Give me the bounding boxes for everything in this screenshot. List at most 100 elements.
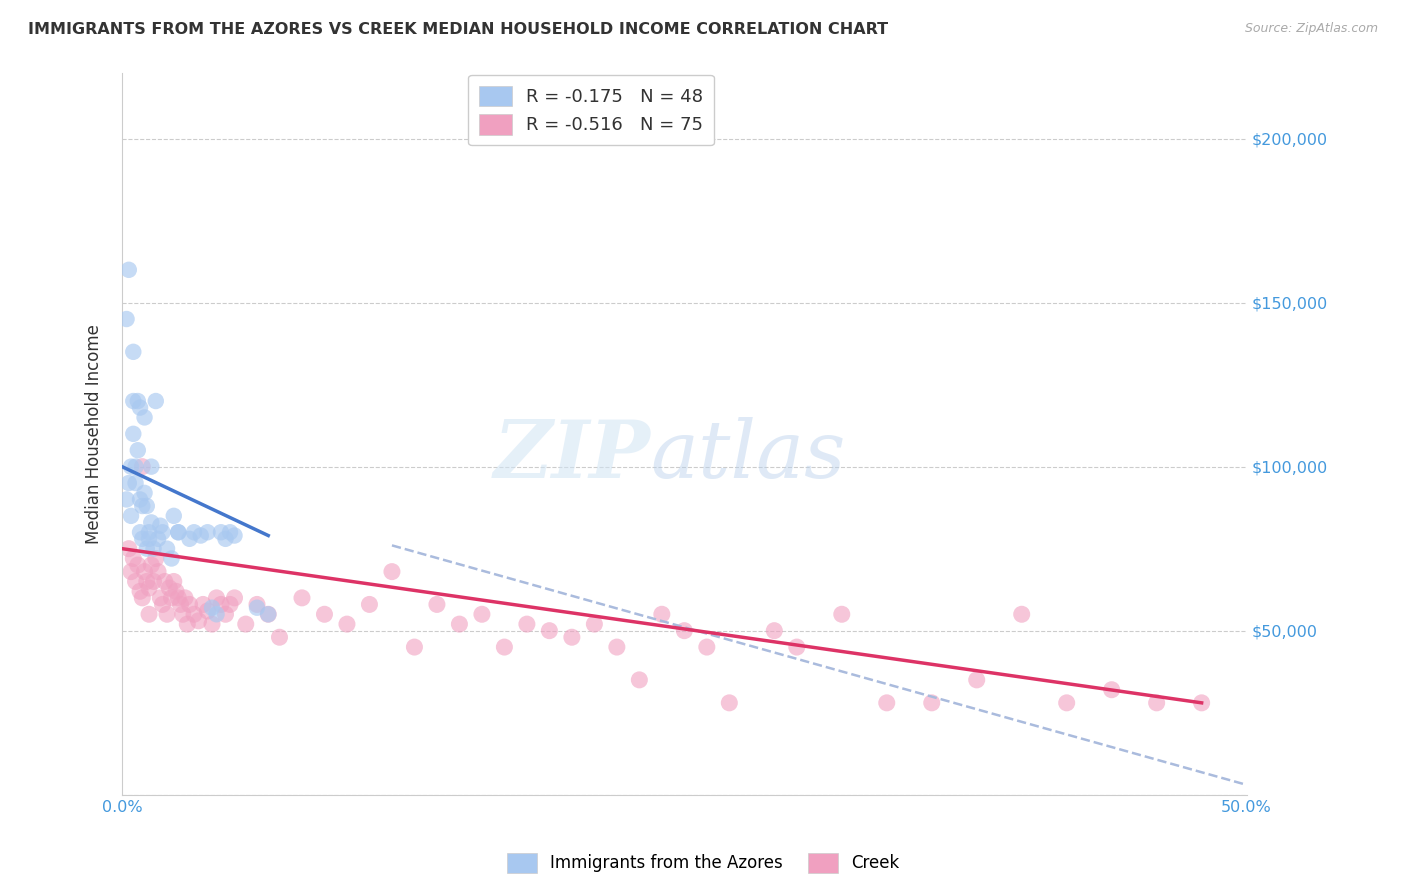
Point [246,600,269,615]
Point [149,518,172,533]
Point [246,598,269,612]
Point [153,574,176,589]
Point [583,617,606,632]
Point [966,673,988,687]
Point [135,499,157,513]
Point [224,591,246,605]
Text: atlas: atlas [651,417,846,494]
Point [257,607,280,622]
Point [141,516,163,530]
Point [538,624,561,638]
Point [134,486,156,500]
Point [160,551,183,566]
Point [183,525,205,540]
Point [219,525,242,540]
Point [696,640,718,654]
Point [165,584,187,599]
Point [205,591,228,605]
Point [122,344,145,359]
Point [118,262,141,277]
Point [606,640,628,654]
Point [156,607,179,622]
Point [122,426,145,441]
Point [135,541,157,556]
Point [134,565,156,579]
Point [471,607,494,622]
Point [118,541,141,556]
Point [1101,682,1123,697]
Point [141,459,163,474]
Point [156,541,179,556]
Point [169,598,191,612]
Point [176,617,198,632]
Point [179,532,201,546]
Point [138,532,160,546]
Point [127,443,149,458]
Point [115,492,138,507]
Point [138,525,160,540]
Text: IMMIGRANTS FROM THE AZORES VS CREEK MEDIAN HOUSEHOLD INCOME CORRELATION CHART: IMMIGRANTS FROM THE AZORES VS CREEK MEDI… [28,22,889,37]
Point [201,600,224,615]
Point [876,696,898,710]
Point [131,591,153,605]
Point [191,598,214,612]
Point [131,459,153,474]
Point [628,673,651,687]
Point [561,630,583,644]
Point [138,607,160,622]
Point [146,532,169,546]
Point [131,499,153,513]
Point [124,574,146,589]
Point [179,598,201,612]
Point [651,607,673,622]
Point [129,492,152,507]
Point [134,410,156,425]
Text: Source: ZipAtlas.com: Source: ZipAtlas.com [1244,22,1378,36]
Point [149,591,172,605]
Point [197,604,219,618]
Point [209,525,232,540]
Point [291,591,314,605]
Point [831,607,853,622]
Point [124,459,146,474]
Point [205,607,228,622]
Point [146,565,169,579]
Point [224,528,246,542]
Point [314,607,336,622]
Point [129,401,152,415]
Point [197,525,219,540]
Y-axis label: Median Household Income: Median Household Income [86,324,103,544]
Legend: Immigrants from the Azores, Creek: Immigrants from the Azores, Creek [501,847,905,880]
Point [138,581,160,595]
Point [120,565,142,579]
Point [187,614,209,628]
Point [163,574,186,589]
Point [122,551,145,566]
Point [449,617,471,632]
Legend: R = -0.175   N = 48, R = -0.516   N = 75: R = -0.175 N = 48, R = -0.516 N = 75 [468,75,714,145]
Point [718,696,741,710]
Point [516,617,538,632]
Point [167,525,190,540]
Point [152,525,174,540]
Point [142,541,165,556]
Point [131,532,153,546]
Point [141,558,163,572]
Point [673,624,696,638]
Point [157,581,180,595]
Point [1056,696,1078,710]
Point [160,591,183,605]
Point [426,598,449,612]
Point [174,591,197,605]
Point [235,617,257,632]
Point [129,584,152,599]
Point [120,459,142,474]
Point [183,607,205,622]
Point [214,532,236,546]
Point [122,394,145,409]
Point [127,558,149,572]
Point [129,525,152,540]
Point [145,551,167,566]
Point [336,617,359,632]
Point [404,640,426,654]
